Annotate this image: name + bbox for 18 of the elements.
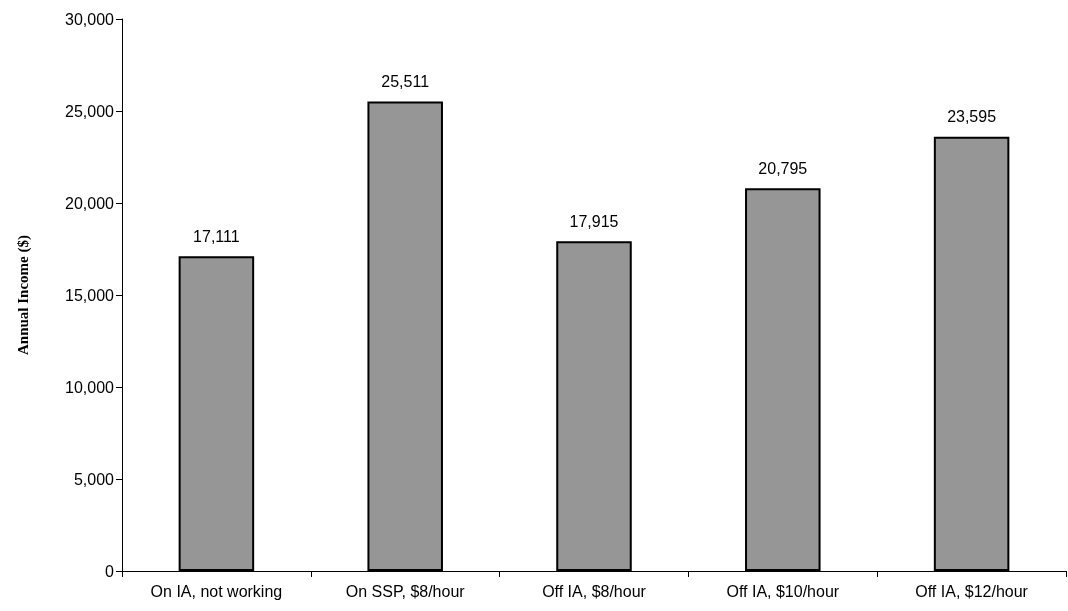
x-tick-label: On IA, not working [150,582,283,600]
y-tick-label: 0 [105,562,115,580]
x-tick-label: Off IA, $12/hour [915,582,1029,600]
x-tick-label: On SSP, $8/hour [345,582,466,600]
x-tick-label: Off IA, $8/hour [542,582,647,600]
x-tick-label: Off IA, $10/hour [726,582,840,600]
y-tick-label: 30,000 [65,10,115,28]
y-axis-title: Annual Income ($) [14,234,32,356]
data-label: 25,511 [381,73,430,91]
y-tick-label: 15,000 [65,286,115,304]
y-tick-label: 25,000 [65,102,115,120]
y-tick-label: 20,000 [65,194,115,212]
y-tick-label: 10,000 [65,378,115,396]
data-label: 17,111 [193,227,240,245]
data-label: 17,915 [569,212,619,230]
data-label: 20,795 [758,159,808,177]
y-tick-label: 5,000 [73,470,115,488]
data-label: 23,595 [947,108,997,126]
